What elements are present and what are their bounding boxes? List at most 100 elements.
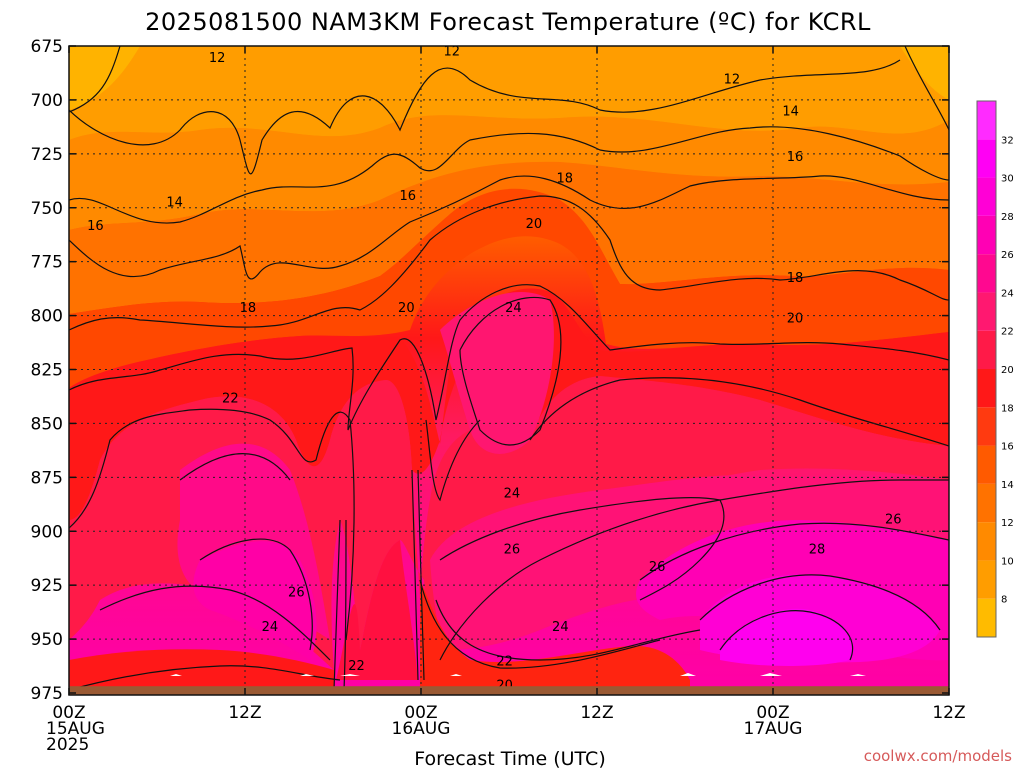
colorbar-segment (977, 483, 996, 523)
colorbar-segment (977, 598, 996, 637)
colorbar-segment (977, 522, 996, 561)
y-tick-label: 900 (31, 522, 63, 542)
contour-label: 12 (444, 44, 461, 59)
contour-20 (69, 284, 949, 431)
contour-12 (69, 46, 949, 175)
colorbar-tick-label: 28 (1001, 212, 1014, 223)
y-tick-label: 675 (31, 37, 63, 57)
contour-lines (69, 46, 949, 691)
y-tick-label: 775 (31, 253, 63, 273)
colorbar-segment (977, 292, 996, 331)
band-top-warm-right (900, 46, 949, 100)
colorbar-tick-label: 16 (1001, 442, 1014, 453)
contour-label: 18 (240, 301, 257, 316)
y-tick-label: 725 (31, 145, 63, 165)
contour-label: 28 (809, 543, 826, 558)
contour-vertical-spikes (333, 469, 425, 691)
x-axis-label: Forecast Time (UTC) (414, 748, 605, 768)
surface-terrain (69, 673, 949, 695)
contour-label: 16 (787, 150, 804, 165)
colorbar-tick-label: 30 (1001, 174, 1014, 185)
colorbar-tick-label: 8 (1001, 595, 1007, 606)
contour-label: 22 (222, 392, 239, 407)
band-12-14 (69, 46, 949, 140)
colorbar-tick-label: 20 (1001, 365, 1014, 376)
contour-22 (69, 377, 949, 641)
y-tick-label: 700 (31, 91, 63, 111)
colorbar-segment (977, 407, 996, 446)
contour-label: 20 (526, 217, 543, 232)
band-18-20 (69, 188, 949, 388)
y-tick-label: 800 (31, 307, 63, 327)
colorbar-tick-label: 26 (1001, 250, 1014, 261)
y-axis-ticks: 675 700 725 750 775 800 825 850 875 900 925 950 975 (31, 37, 949, 704)
colorbar-tick-label: 14 (1001, 480, 1014, 491)
y-tick-label: 975 (31, 684, 63, 704)
colorbar-segment (977, 369, 996, 408)
plot-frame (68, 45, 950, 696)
contour-20-low (69, 579, 661, 691)
colorbar-tick-label: 18 (1001, 403, 1014, 414)
x-tick-label: 17AUG (744, 719, 803, 739)
contour-label: 24 (262, 620, 279, 635)
contour-28 (699, 574, 941, 631)
contour-30 (719, 610, 854, 661)
colorbar: 8 10 12 14 16 18 20 22 24 26 28 30 32 (976, 100, 1014, 638)
credit-annotation: coolwx.com/models (864, 747, 1012, 765)
colorbar-segment (977, 560, 996, 599)
band-near-surface-red (69, 649, 334, 695)
band-30-32 (720, 608, 853, 666)
band-26-28 (193, 541, 317, 660)
contour-24 (99, 296, 949, 661)
band-16-18 (69, 161, 949, 314)
x-tick-label: 2025 (46, 735, 89, 755)
colorbar-tick-label: 24 (1001, 288, 1014, 299)
contour-label: 12 (209, 51, 226, 66)
band-near-surface-dark (336, 540, 418, 680)
contour-label: 18 (787, 271, 804, 286)
contour-label: 26 (649, 560, 666, 575)
temperature-field (69, 46, 949, 695)
contour-label: 20 (398, 301, 415, 316)
contour-label: 14 (782, 105, 799, 120)
contour-label: 22 (348, 659, 365, 674)
contour-label: 24 (505, 301, 522, 316)
band-top-warm (69, 46, 140, 110)
contour-label: 24 (552, 620, 569, 635)
colorbar-tick-label: 10 (1001, 556, 1014, 567)
contour-label: 16 (400, 189, 417, 204)
contour-label: 26 (504, 543, 521, 558)
contour-label: 22 (496, 655, 513, 670)
band-24-26 (440, 291, 554, 454)
colorbar-segment (977, 254, 996, 293)
contour-label: 16 (87, 219, 104, 234)
band-near-surface-red-mid (420, 580, 690, 695)
contour-16 (69, 175, 949, 280)
y-tick-label: 875 (31, 468, 63, 488)
surface-band (69, 686, 949, 695)
colorbar-segment (977, 177, 996, 216)
contour-22-low (435, 599, 701, 661)
x-tick-label: 00Z (404, 703, 437, 723)
colorbar-segment (977, 101, 996, 140)
contour-label: 20 (787, 312, 804, 327)
colorbar-tick-label: 12 (1001, 518, 1014, 529)
contour-label: 26 (288, 586, 305, 601)
x-tick-label: 12Z (580, 703, 613, 723)
contour-label: 18 (556, 172, 573, 187)
y-tick-label: 750 (31, 199, 63, 219)
y-tick-label: 925 (31, 576, 63, 596)
contour-14 (69, 126, 949, 224)
y-tick-label: 950 (31, 630, 63, 650)
x-tick-label: 15AUG (46, 719, 105, 739)
colorbar-frame (976, 100, 997, 638)
surface-ripple (170, 673, 866, 676)
colorbar-segment (977, 215, 996, 255)
colorbar-tick-label: 22 (1001, 327, 1014, 338)
contour-label: 24 (504, 486, 521, 501)
x-tick-label: 12Z (932, 703, 965, 723)
colorbar-tick-label: 32 (1001, 135, 1014, 146)
